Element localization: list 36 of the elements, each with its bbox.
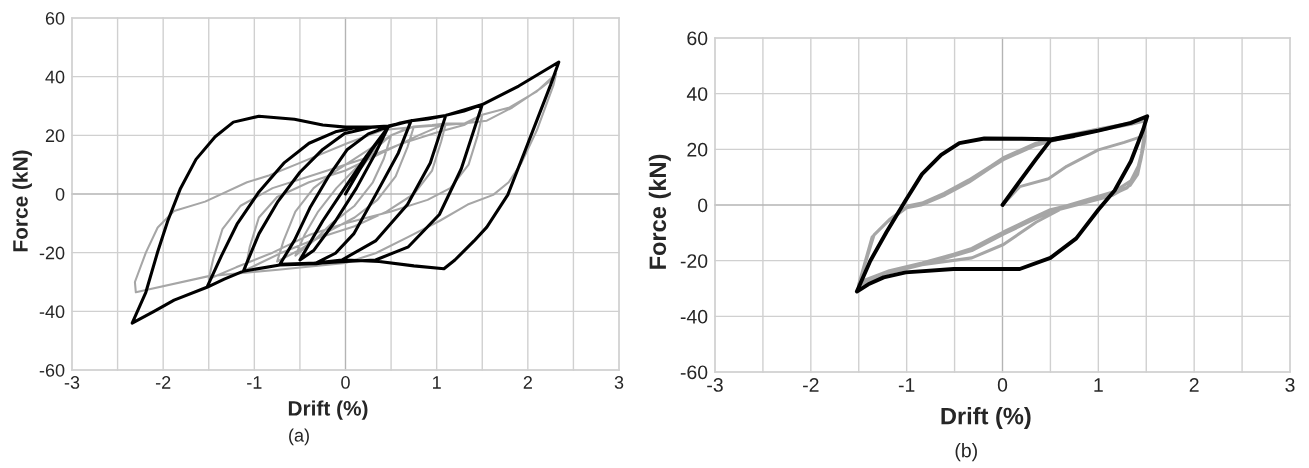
y-tick-label: -60	[680, 365, 708, 380]
x-tick-label: 3	[614, 376, 624, 389]
x-tick-label: -1	[247, 376, 262, 389]
x-tick-label: 2	[1189, 378, 1199, 392]
text: (a)	[289, 428, 309, 446]
x-tick-label: 1	[433, 376, 441, 389]
y-tick-label: -20	[680, 254, 708, 268]
line-series	[130, 60, 561, 325]
x-tick-label: 0	[341, 376, 350, 389]
y-tick-label: 20	[687, 142, 708, 157]
y-tick-label: -40	[680, 309, 708, 324]
text: (b)	[955, 443, 977, 462]
y-tick-label: -60	[39, 363, 65, 377]
x-axis-title: Drift (%)	[941, 407, 1031, 430]
y-tick-label: 0	[55, 187, 65, 201]
x-axis-title: Drift (%)	[288, 400, 368, 420]
x-tick-label: 1	[1094, 378, 1103, 392]
y-tick-label: 40	[686, 87, 708, 101]
y-tick-label: 20	[45, 129, 65, 143]
x-tick-label: -2	[155, 376, 171, 389]
x-tick-label: 0	[997, 378, 1008, 392]
y-axis-title: Force (kN)	[648, 154, 671, 269]
y-tick-label: 0	[698, 198, 708, 213]
y-tick-label: -40	[39, 305, 65, 319]
x-tick-label: -1	[898, 378, 915, 392]
x-tick-label: 3	[1285, 378, 1295, 392]
x-tick-label: -2	[803, 378, 819, 392]
y-tick-label: 60	[45, 11, 65, 25]
y-tick-label: 60	[687, 31, 708, 46]
x-tick-label: 2	[523, 376, 532, 389]
y-axis-title: Force (kN)	[12, 150, 32, 252]
x-tick-label: -3	[707, 378, 723, 392]
x-tick-label: -3	[64, 376, 80, 389]
line-series	[133, 72, 558, 294]
y-tick-label: 40	[45, 70, 65, 84]
y-tick-label: -20	[39, 246, 65, 260]
